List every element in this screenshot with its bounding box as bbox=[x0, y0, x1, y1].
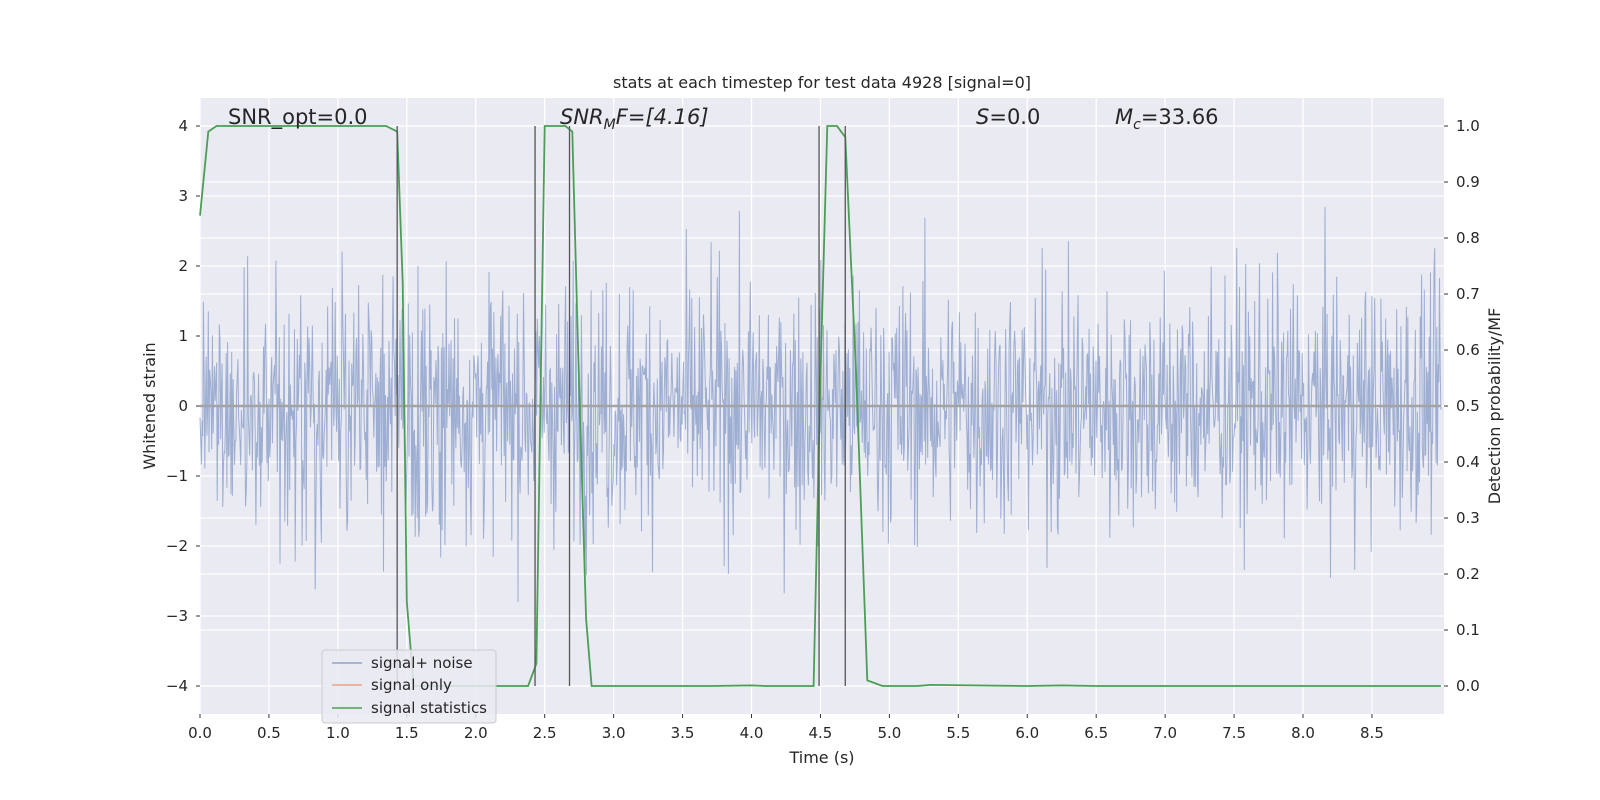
y-axis-label-right: Detection probability/MF bbox=[1485, 308, 1504, 505]
legend: signal+ noise signal only signal statist… bbox=[321, 649, 497, 724]
x-tick-label: 6.0 bbox=[1015, 724, 1039, 742]
x-tick-label: 6.5 bbox=[1084, 724, 1108, 742]
annotation-mc: Mc=33.66 bbox=[1115, 105, 1219, 133]
x-tick-label: 8.0 bbox=[1291, 724, 1315, 742]
x-tick-label: 0.5 bbox=[257, 724, 281, 742]
legend-label-signal-only: signal only bbox=[371, 676, 452, 694]
y-tick-label-left: 4 bbox=[178, 117, 188, 135]
legend-label-signal-noise: signal+ noise bbox=[371, 654, 473, 672]
y-tick-labels-right: 1.0 0.9 0.8 0.7 0.6 0.5 0.4 0.3 0.2 0.1 0.0 bbox=[1444, 117, 1480, 695]
y-tick-label-right: 0.8 bbox=[1456, 229, 1480, 247]
y-tick-label-left: 2 bbox=[178, 257, 188, 275]
x-tick-label: 1.5 bbox=[395, 724, 419, 742]
annotation-snr-opt: SNR_opt=0.0 bbox=[228, 105, 368, 130]
x-tick-label: 3.5 bbox=[671, 724, 695, 742]
y-tick-label-right: 0.5 bbox=[1456, 397, 1480, 415]
y-tick-label-left: −2 bbox=[166, 537, 188, 555]
y-tick-label-right: 0.0 bbox=[1456, 677, 1480, 695]
legend-label-signal-statistics: signal statistics bbox=[371, 699, 487, 717]
y-tick-label-left: −3 bbox=[166, 607, 188, 625]
x-tick-label: 7.5 bbox=[1222, 724, 1246, 742]
y-tick-label-left: −4 bbox=[166, 677, 188, 695]
x-tick-label: 0.0 bbox=[188, 724, 212, 742]
annotation-s: S=0.0 bbox=[976, 105, 1040, 129]
chart-title: stats at each timestep for test data 492… bbox=[613, 73, 1031, 92]
y-tick-label-left: 3 bbox=[178, 187, 188, 205]
y-tick-label-left: 1 bbox=[178, 327, 188, 345]
x-tick-label: 4.5 bbox=[809, 724, 833, 742]
x-tick-labels: 0.0 0.5 1.0 1.5 2.0 2.5 3.0 3.5 4.0 4.5 5.0 5.5 6.0 6… bbox=[188, 714, 1384, 742]
y-tick-label-left: −1 bbox=[166, 467, 188, 485]
x-tick-label: 7.0 bbox=[1153, 724, 1177, 742]
x-axis-label: Time (s) bbox=[788, 748, 854, 767]
y-tick-label-right: 0.9 bbox=[1456, 173, 1480, 191]
x-tick-label: 2.0 bbox=[464, 724, 488, 742]
x-tick-label: 5.0 bbox=[877, 724, 901, 742]
x-tick-label: 2.5 bbox=[533, 724, 557, 742]
y-tick-label-right: 0.3 bbox=[1456, 509, 1480, 527]
x-tick-label: 5.5 bbox=[946, 724, 970, 742]
vertical-markers bbox=[396, 126, 846, 686]
annotation-snr-mf: SNRMF=[4.16] bbox=[560, 105, 709, 133]
y-tick-labels-left: 4 3 2 1 0 −1 −2 −3 −4 bbox=[166, 117, 200, 695]
signal-statistics-series bbox=[199, 125, 1441, 687]
legend-box bbox=[321, 649, 497, 724]
y-tick-label-right: 0.2 bbox=[1456, 565, 1480, 583]
x-tick-label: 1.0 bbox=[326, 724, 350, 742]
y-tick-label-right: 0.4 bbox=[1456, 453, 1480, 471]
x-tick-label: 8.5 bbox=[1360, 724, 1384, 742]
statistics-line bbox=[199, 125, 1441, 687]
y-tick-label-right: 0.7 bbox=[1456, 285, 1480, 303]
x-tick-label: 4.0 bbox=[740, 724, 764, 742]
y-tick-label-left: 0 bbox=[178, 397, 188, 415]
y-axis-label-left: Whitened strain bbox=[140, 342, 159, 469]
y-tick-label-right: 0.6 bbox=[1456, 341, 1480, 359]
y-tick-label-right: 1.0 bbox=[1456, 117, 1480, 135]
x-tick-label: 3.0 bbox=[602, 724, 626, 742]
y-tick-label-right: 0.1 bbox=[1456, 621, 1480, 639]
